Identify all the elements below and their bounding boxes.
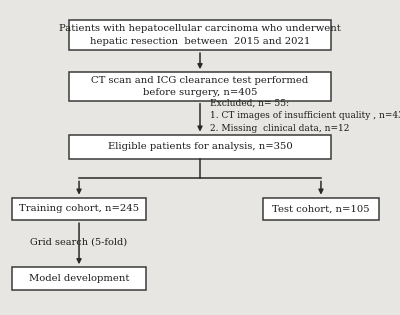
- FancyBboxPatch shape: [70, 20, 330, 50]
- Text: Excluded, n= 55:
1. CT images of insufficient quality , n=43
2. Missing  clinica: Excluded, n= 55: 1. CT images of insuffi…: [210, 98, 400, 133]
- Text: Grid search (5-fold): Grid search (5-fold): [30, 237, 128, 246]
- Text: Model development: Model development: [29, 274, 129, 283]
- FancyBboxPatch shape: [263, 198, 378, 220]
- Text: Test cohort, n=105: Test cohort, n=105: [272, 204, 370, 213]
- FancyBboxPatch shape: [70, 135, 330, 159]
- Text: Eligible patients for analysis, n=350: Eligible patients for analysis, n=350: [108, 142, 292, 152]
- FancyBboxPatch shape: [70, 72, 330, 101]
- Text: Training cohort, n=245: Training cohort, n=245: [19, 204, 139, 213]
- Text: CT scan and ICG clearance test performed
before surgery, n=405: CT scan and ICG clearance test performed…: [91, 76, 309, 97]
- FancyBboxPatch shape: [12, 198, 146, 220]
- FancyBboxPatch shape: [12, 267, 146, 290]
- Text: Patients with hepatocellular carcinoma who underwent
hepatic resection  between : Patients with hepatocellular carcinoma w…: [59, 25, 341, 46]
